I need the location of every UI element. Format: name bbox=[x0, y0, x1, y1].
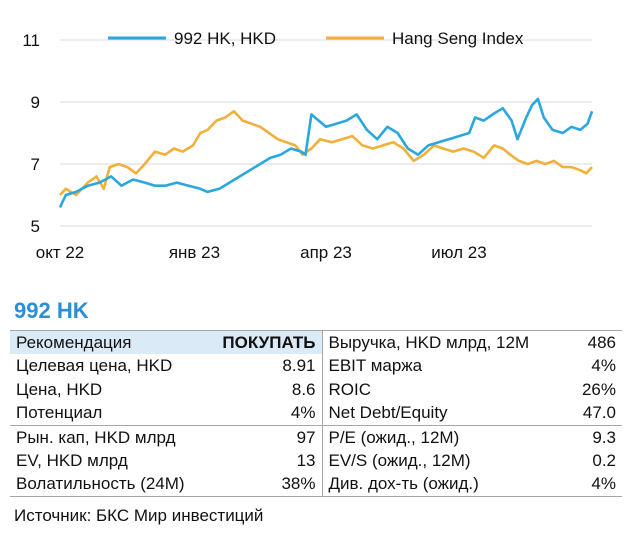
chart-gridlines bbox=[60, 39, 592, 227]
metric-label: Целевая цена, HKD bbox=[16, 356, 173, 376]
metric-label: Рын. кап, HKD млрд bbox=[10, 424, 200, 450]
metric-value: 4% bbox=[591, 356, 616, 376]
legend-label: 992 HK, HKD bbox=[174, 29, 276, 48]
recommendation-value: ПОКУПАТЬ bbox=[200, 330, 322, 355]
table-row: Целевая цена, HKD 8.91 EBIT маржа 4% bbox=[10, 354, 622, 378]
x-tick-label: апр 23 bbox=[300, 243, 352, 262]
metric-value: 8.6 bbox=[291, 379, 316, 399]
table-row: EV, HKD млрд 13 EV/S (ожид., 12M) 0.2 bbox=[10, 449, 622, 473]
metric-label: ROIC bbox=[321, 377, 548, 402]
y-tick-label: 9 bbox=[31, 93, 40, 112]
metric-label: Рекомендация bbox=[10, 330, 200, 355]
table-row: Цена, HKD 8.6 ROIC 26% bbox=[10, 377, 622, 402]
series-line bbox=[58, 97, 594, 208]
table-row: Волатильность (24M) 38% Див. дох-ть (ожи… bbox=[10, 472, 622, 497]
series-line bbox=[59, 110, 593, 197]
metric-value: 97 bbox=[200, 424, 322, 450]
metric-value: 13 bbox=[296, 451, 316, 471]
table-row: Рын. кап, HKD млрд 97 P/E (ожид., 12M) 9… bbox=[10, 424, 622, 450]
price-chart: 5 7 9 11 окт 22 янв 23 апр 23 июл 23 992 HK, H… bbox=[22, 29, 594, 262]
x-axis-labels: окт 22 янв 23 апр 23 июл 23 bbox=[36, 243, 487, 262]
metric-label: P/E (ожид., 12M) bbox=[321, 424, 548, 450]
metric-value: 486 bbox=[548, 330, 622, 355]
x-tick-label: янв 23 bbox=[169, 243, 220, 262]
legend-label: Hang Seng Index bbox=[392, 29, 524, 48]
table-row: Потенциал 4% Net Debt/Equity 47.0 bbox=[10, 401, 622, 426]
metric-label: Потенциал bbox=[16, 403, 103, 423]
ticker-title: 992 HK bbox=[14, 298, 89, 323]
metric-value: 4% bbox=[290, 403, 316, 423]
metric-label: Див. дох-ть (ожид.) bbox=[321, 472, 548, 497]
metric-label: EV, HKD млрд bbox=[16, 451, 128, 471]
chart-series-lines bbox=[58, 97, 594, 208]
x-tick-label: июл 23 bbox=[431, 243, 486, 262]
metric-label: Выручка, HKD млрд, 12M bbox=[321, 330, 548, 355]
metric-value: 0.2 bbox=[592, 451, 616, 471]
x-tick-label: окт 22 bbox=[36, 243, 85, 262]
metric-value: 8.91 bbox=[282, 356, 316, 376]
table-row: Рекомендация ПОКУПАТЬ Выручка, HKD млрд,… bbox=[10, 330, 622, 355]
metrics-table: Рекомендация ПОКУПАТЬ Выручка, HKD млрд,… bbox=[10, 330, 622, 497]
metric-label: Цена, HKD bbox=[16, 379, 103, 399]
metric-value: 9.3 bbox=[548, 424, 622, 450]
metric-label: Волатильность (24M) bbox=[10, 472, 200, 497]
y-axis-labels: 5 7 9 11 bbox=[22, 31, 40, 236]
metric-value: 47.0 bbox=[582, 403, 616, 423]
metric-value: 38% bbox=[200, 472, 322, 497]
y-tick-label: 11 bbox=[22, 31, 40, 50]
y-tick-label: 7 bbox=[31, 155, 40, 174]
metric-label: Net Debt/Equity bbox=[321, 401, 548, 426]
chart-legend: 992 HK, HKD Hang Seng Index bbox=[108, 29, 524, 48]
source-note: Источник: БКС Мир инвестиций bbox=[14, 506, 264, 525]
metric-value: 4% bbox=[548, 472, 622, 497]
metric-label: EBIT маржа bbox=[321, 354, 548, 378]
y-tick-label: 5 bbox=[31, 217, 40, 236]
metric-value: 26% bbox=[581, 379, 616, 399]
metric-label: EV/S (ожид., 12M) bbox=[321, 449, 548, 473]
